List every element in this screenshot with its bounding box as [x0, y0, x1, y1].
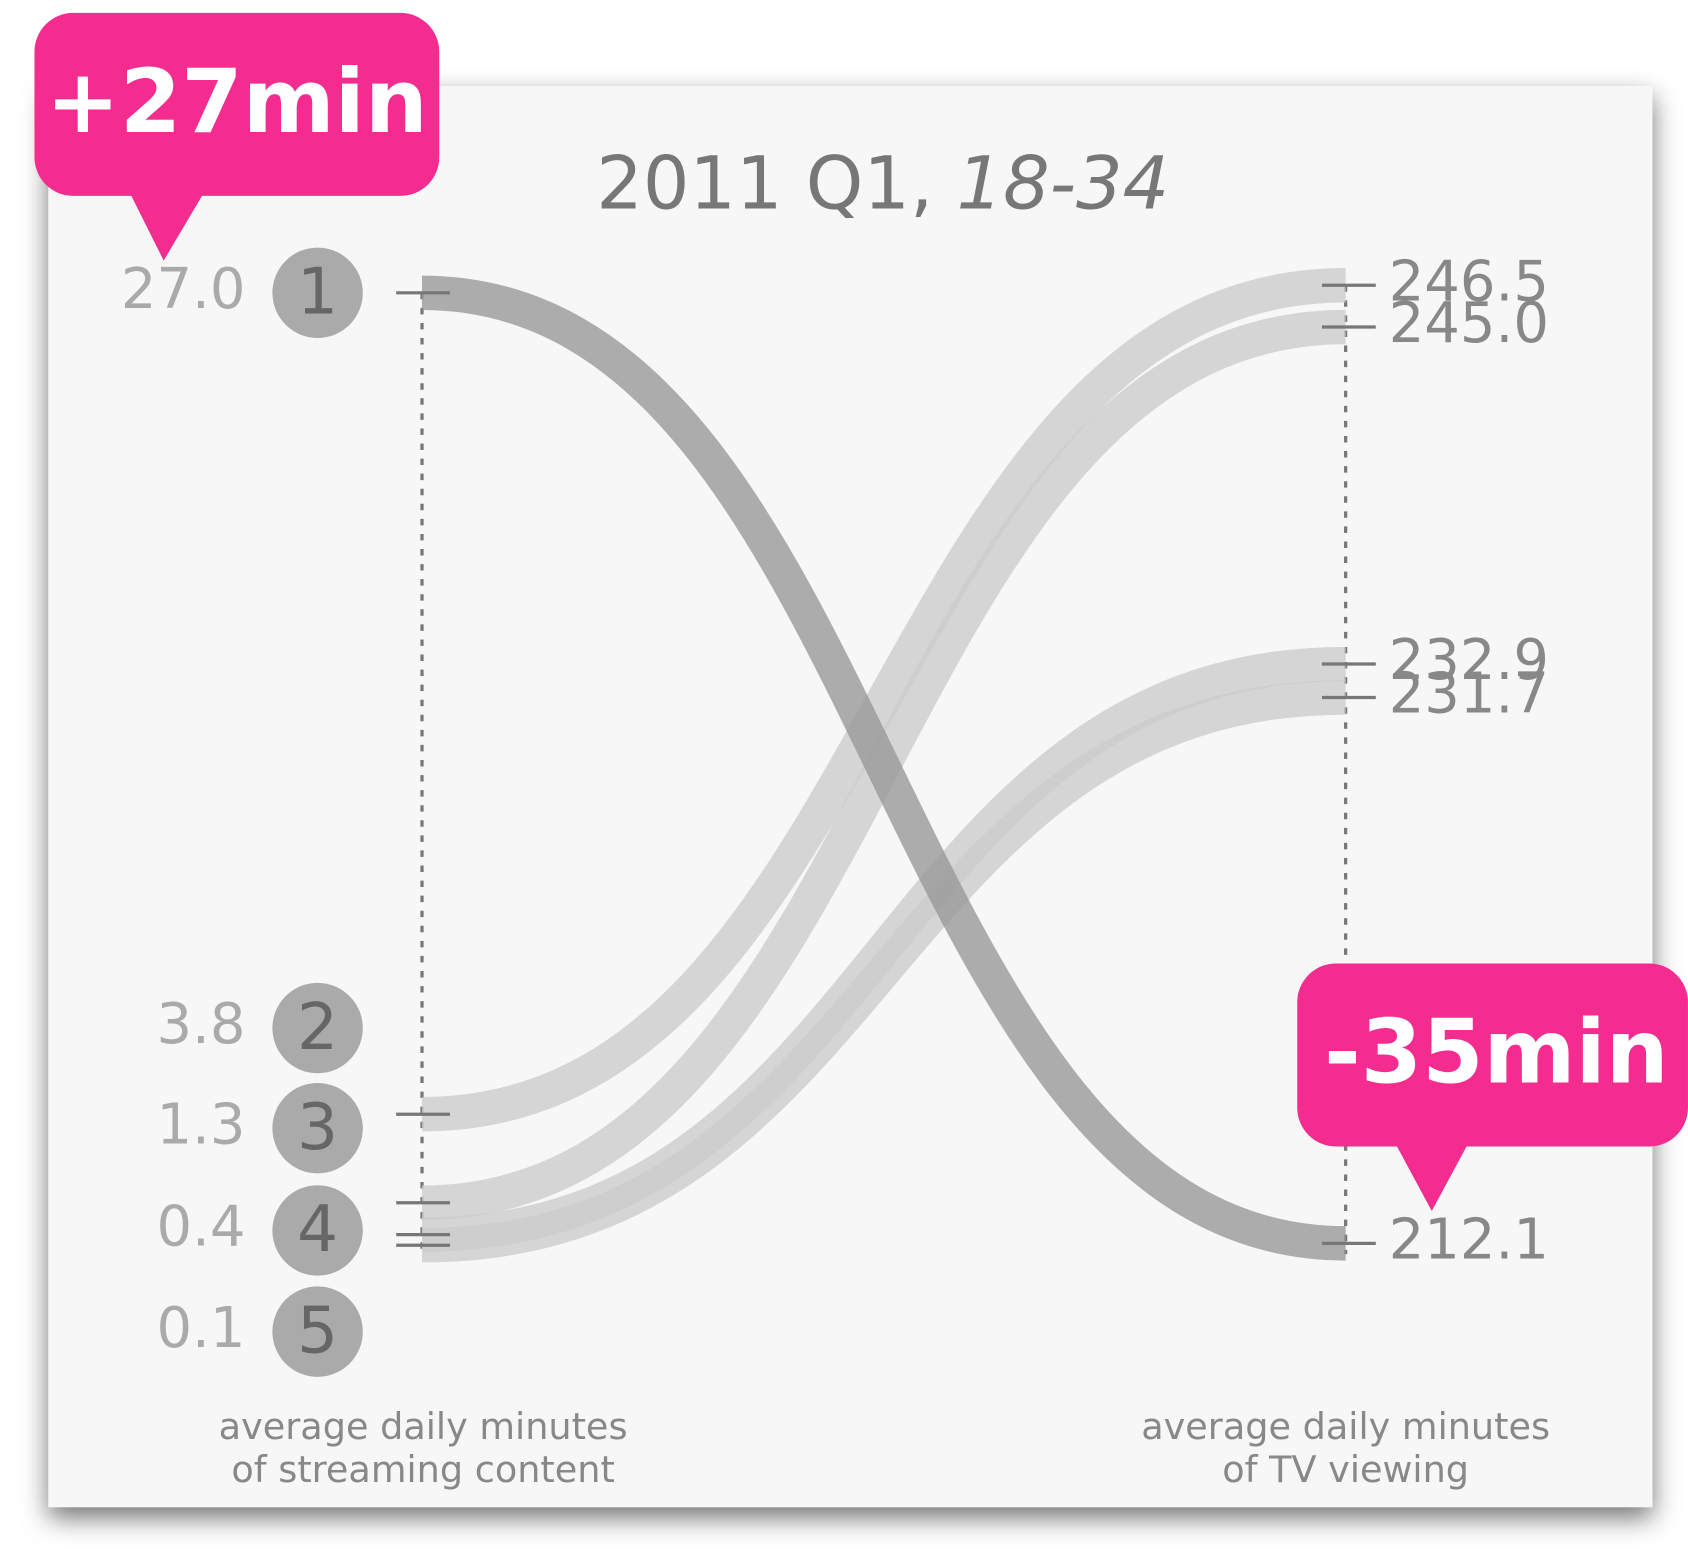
rank-label: 2 — [297, 990, 338, 1065]
rank-badge — [272, 982, 363, 1074]
rank-label: 4 — [297, 1192, 338, 1267]
callout-pointer — [129, 191, 205, 261]
left-value-label: 1.3 — [156, 1092, 245, 1157]
right-value-label: 212.1 — [1389, 1207, 1549, 1272]
left-value-label: 3.8 — [156, 992, 245, 1057]
left-value-label: 0.1 — [156, 1296, 245, 1361]
callout-pointer — [1394, 1141, 1470, 1212]
right-value-label: 246.5 — [1389, 249, 1549, 314]
right-value-label: 232.9 — [1389, 628, 1549, 693]
left-value-label: 0.4 — [156, 1195, 245, 1260]
right-value-label: 231.7 — [1389, 662, 1549, 727]
rank-badge — [272, 1286, 363, 1377]
callout: +27min — [34, 12, 440, 261]
right-axis-label: average daily minutes — [1141, 1405, 1550, 1448]
left-value-label: 27.0 — [121, 257, 246, 322]
left-axis-label: average daily minutes — [219, 1405, 628, 1448]
right-value-label: 245.0 — [1389, 291, 1549, 356]
callout-box — [34, 12, 440, 196]
left-axis-label: of streaming content — [231, 1448, 614, 1491]
rank-badge — [272, 247, 363, 339]
rank-badge — [272, 1185, 363, 1276]
callout: -35min — [1297, 963, 1688, 1212]
slope-line — [421, 275, 1346, 1261]
slope-line — [421, 268, 1346, 1132]
rank-label: 5 — [297, 1293, 338, 1368]
slope-line — [421, 646, 1346, 1252]
right-axis-label: of TV viewing — [1222, 1448, 1469, 1491]
rank-badge — [272, 1082, 363, 1174]
chart-title: 2011 Q1, 18-34 — [596, 141, 1169, 226]
rank-label: 1 — [297, 255, 338, 330]
rank-label: 3 — [297, 1090, 338, 1165]
annotation: -35min — [1324, 1001, 1669, 1104]
callout-box — [1297, 963, 1688, 1147]
annotation: +27min — [46, 50, 428, 153]
